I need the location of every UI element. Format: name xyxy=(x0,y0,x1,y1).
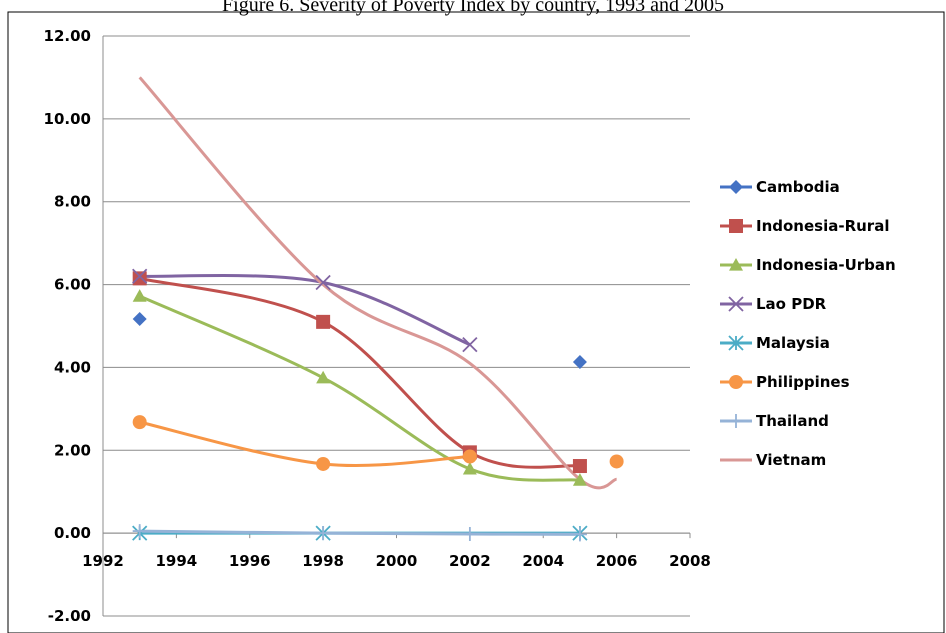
legend-item-philippines: Philippines xyxy=(720,373,850,391)
series-markers xyxy=(132,268,624,542)
x-tick-label: 2006 xyxy=(596,552,638,570)
series-line-indonesia-urban xyxy=(139,294,581,482)
legend-label: Indonesia-Urban xyxy=(756,256,896,274)
series-line-philippines xyxy=(139,420,470,467)
x-tick-label: 1994 xyxy=(156,552,198,570)
data-point-indonesia-rural xyxy=(572,459,587,474)
legend: Cambodia Indonesia-Rural Indonesia-Urban La… xyxy=(720,178,896,469)
gridlines xyxy=(103,35,690,617)
data-point-lao-pdr xyxy=(462,337,478,353)
legend-marker xyxy=(729,414,743,428)
legend-item-lao-pdr: Lao PDR xyxy=(720,295,827,313)
series-line-thailand xyxy=(139,529,580,536)
legend-marker xyxy=(728,335,744,351)
data-point-thailand xyxy=(316,526,331,541)
data-point-philippines xyxy=(609,454,624,469)
data-point-thailand xyxy=(462,526,477,541)
x-tick-label: 2000 xyxy=(376,552,418,570)
y-tick-label: 12.00 xyxy=(44,27,91,45)
legend-marker xyxy=(729,219,743,233)
y-tick-label: 2.00 xyxy=(54,441,91,459)
legend-marker xyxy=(729,180,743,194)
data-point-philippines xyxy=(132,415,147,430)
data-point-cambodia xyxy=(132,311,147,326)
data-point-cambodia xyxy=(572,355,587,370)
y-tick-label: 6.00 xyxy=(54,276,91,294)
legend-item-indonesia-urban: Indonesia-Urban xyxy=(720,256,896,274)
data-point-indonesia-urban xyxy=(462,461,477,475)
legend-label: Malaysia xyxy=(756,334,830,352)
y-tick-labels: -2.00 0.00 2.00 4.00 6.00 8.00 10.00 12.00 xyxy=(44,27,91,625)
data-point-philippines xyxy=(462,449,477,464)
y-tick-label: 10.00 xyxy=(44,110,91,128)
legend-label: Cambodia xyxy=(756,178,840,196)
legend-label: Lao PDR xyxy=(756,295,827,313)
data-point-indonesia-urban xyxy=(572,473,587,486)
legend-label: Indonesia-Rural xyxy=(756,217,889,235)
legend-item-cambodia: Cambodia xyxy=(720,178,840,196)
x-tick-label: 1998 xyxy=(302,552,344,570)
legend-item-malaysia: Malaysia xyxy=(720,334,830,352)
legend-marker xyxy=(729,375,743,389)
y-tick-label: 0.00 xyxy=(54,524,91,542)
series-line-indonesia-rural xyxy=(139,276,581,469)
data-point-indonesia-urban xyxy=(132,289,147,302)
x-tick-label: 2004 xyxy=(522,552,564,570)
legend-item-thailand: Thailand xyxy=(720,412,829,430)
legend-item-vietnam: Vietnam xyxy=(720,451,826,469)
x-tick-label: 2008 xyxy=(669,552,711,570)
axes xyxy=(102,36,691,616)
legend-label: Thailand xyxy=(756,412,829,430)
legend-label: Vietnam xyxy=(756,451,826,469)
legend-item-indonesia-rural: Indonesia-Rural xyxy=(720,217,889,235)
data-point-thailand xyxy=(132,524,147,539)
x-tick-label: 1992 xyxy=(82,552,124,570)
data-point-lao-pdr xyxy=(132,268,148,284)
series-line-vietnam xyxy=(138,76,618,490)
data-point-lao-pdr xyxy=(315,274,331,291)
y-tick-label: -2.00 xyxy=(48,607,91,625)
data-point-indonesia-rural xyxy=(132,271,147,286)
series-lines xyxy=(138,76,618,536)
data-point-indonesia-rural xyxy=(316,314,331,329)
chart-area-border xyxy=(7,11,945,633)
data-point-thailand xyxy=(572,527,587,542)
legend-marker xyxy=(728,296,744,312)
y-tick-label: 8.00 xyxy=(54,193,91,211)
data-point-indonesia-urban xyxy=(316,370,331,384)
x-tick-label: 2002 xyxy=(449,552,491,570)
y-tick-label: 4.00 xyxy=(54,358,91,376)
x-tick-labels: 1992 1994 1996 1998 2000 2002 2004 2006 2008 xyxy=(82,552,711,570)
data-point-philippines xyxy=(316,456,331,471)
legend-marker xyxy=(729,258,743,271)
x-tick-label: 1996 xyxy=(229,552,271,570)
legend-label: Philippines xyxy=(756,373,850,391)
